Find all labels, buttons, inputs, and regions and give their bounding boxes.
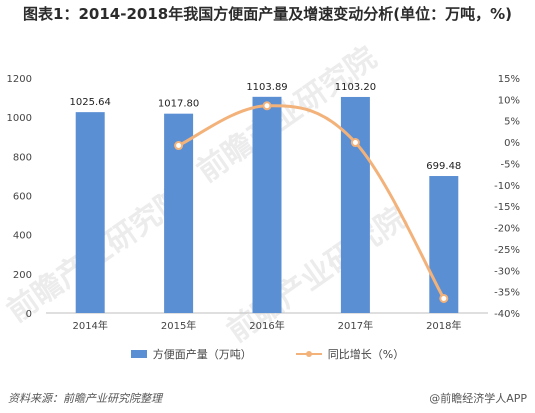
y-right-tick-label: -10%	[494, 181, 520, 192]
bar-value-label: 1103.20	[335, 82, 376, 93]
x-tick-label: 2016年	[249, 319, 284, 332]
y-right-tick-label: 15%	[498, 74, 520, 85]
y-right-tick-label: 10%	[498, 95, 520, 106]
growth-point	[262, 101, 272, 111]
y-left-tick-label: 800	[13, 152, 32, 163]
y-left-tick-label: 400	[13, 231, 32, 242]
bar-value-label: 1103.89	[246, 82, 287, 93]
brand-credit: @前瞻经济学人APP	[429, 392, 527, 405]
bar	[252, 96, 282, 314]
growth-point	[350, 138, 360, 148]
x-tick-label: 2018年	[426, 319, 461, 332]
y-left-tick-label: 600	[13, 192, 32, 203]
legend-item-line: 同比增长（%）	[295, 346, 405, 362]
y-right-tick-label: -30%	[494, 266, 520, 277]
legend: 方便面产量（万吨） 同比增长（%）	[0, 346, 535, 362]
x-tick-label: 2015年	[161, 319, 196, 332]
bar-value-label: 699.48	[426, 161, 461, 172]
bar	[429, 176, 459, 313]
source-note: 资料来源：前瞻产业研究院整理	[8, 392, 162, 405]
legend-item-bar: 方便面产量（万吨）	[130, 346, 252, 362]
y-left-tick-label: 1200	[7, 74, 32, 85]
x-tick-label: 2017年	[338, 319, 373, 332]
legend-bar-label: 方便面产量（万吨）	[152, 348, 252, 361]
bar-value-label: 1025.64	[70, 97, 111, 108]
y-right-tick-label: -25%	[494, 245, 520, 256]
y-right-tick-label: -5%	[501, 159, 520, 170]
y-left-tick-label: 1000	[7, 113, 32, 124]
y-right-tick-label: 5%	[504, 117, 520, 128]
y-right-tick-label: -20%	[494, 224, 520, 235]
y-right-tick-label: -40%	[494, 309, 520, 320]
growth-line	[177, 104, 446, 300]
growth-point	[439, 293, 449, 303]
bar-value-label: 1017.80	[158, 99, 199, 110]
x-tick-label: 2014年	[72, 319, 107, 332]
chart-title: 图表1：2014-2018年我国方便面产量及增速变动分析(单位：万吨，%)	[23, 5, 512, 23]
y-right-tick-label: -35%	[494, 288, 520, 299]
legend-line-label: 同比增长（%）	[327, 348, 405, 361]
y-right-tick-label: -15%	[494, 202, 520, 213]
y-left-tick-label: 0	[26, 309, 32, 320]
legend-line-swatch	[295, 349, 322, 359]
y-left-tick-label: 200	[13, 270, 32, 281]
bar	[340, 96, 370, 313]
legend-bar-swatch	[130, 350, 147, 358]
bar	[75, 112, 105, 313]
y-right-tick-label: 0%	[504, 138, 520, 149]
growth-point	[174, 141, 184, 151]
